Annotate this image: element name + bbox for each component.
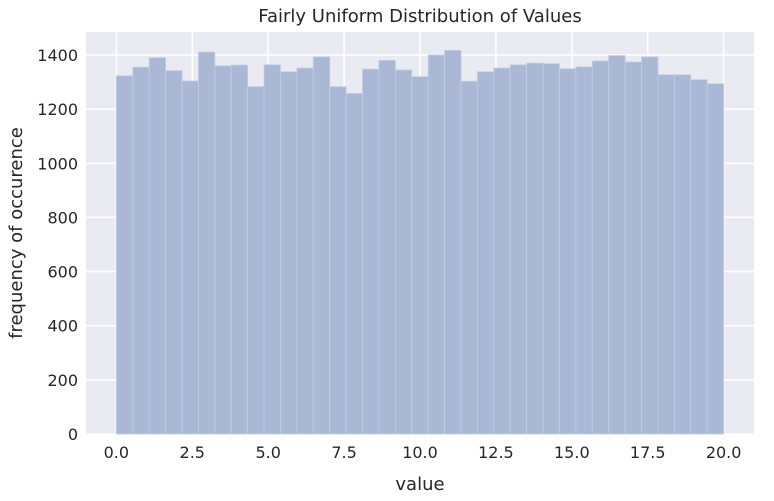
- y-tick-label: 1400: [37, 46, 78, 65]
- histogram-bar: [296, 67, 314, 435]
- y-tick-label: 200: [47, 371, 78, 390]
- histogram-bar: [706, 83, 724, 435]
- histogram-bar: [673, 74, 692, 435]
- histogram-bar: [247, 86, 265, 435]
- histogram-bar: [329, 86, 347, 435]
- histogram-bar: [493, 67, 511, 435]
- bars: [115, 50, 724, 435]
- histogram-bar: [280, 71, 298, 435]
- histogram-bar: [198, 51, 216, 435]
- y-axis-label: frequency of occurence: [6, 127, 27, 339]
- y-tick-labels: 0 200 400 600 800 1000 1200 1400: [37, 46, 78, 444]
- x-axis-label: value: [395, 474, 444, 495]
- x-tick-label: 10.0: [402, 443, 438, 462]
- histogram-bar: [345, 93, 363, 435]
- x-tick-label: 7.5: [331, 443, 356, 462]
- y-tick-label: 1200: [37, 100, 78, 119]
- histogram-bar: [165, 70, 183, 435]
- y-tick-label: 0: [68, 425, 78, 444]
- histogram-bar: [591, 60, 610, 435]
- histogram-bar: [444, 50, 462, 435]
- histogram-bar: [608, 55, 626, 435]
- histogram-bar: [526, 62, 544, 435]
- histogram-bar: [132, 66, 150, 435]
- y-tick-label: 800: [47, 208, 78, 227]
- x-tick-labels: 0.0 2.5 5.0 7.5 10.0 12.5 15.0 17.5 20.0: [104, 443, 742, 462]
- histogram-bar: [148, 57, 166, 435]
- histogram-bar: [509, 64, 528, 435]
- y-tick-label: 600: [47, 263, 78, 282]
- histogram-bar: [575, 66, 593, 435]
- histogram-bar: [460, 80, 478, 435]
- histogram-bar: [641, 56, 659, 435]
- histogram-bar: [362, 68, 380, 435]
- histogram-bar: [263, 64, 281, 435]
- x-tick-label: 15.0: [554, 443, 590, 462]
- x-tick-label: 17.5: [630, 443, 666, 462]
- x-tick-label: 0.0: [104, 443, 129, 462]
- y-tick-label: 400: [47, 317, 78, 336]
- x-tick-label: 5.0: [255, 443, 280, 462]
- histogram-bar: [214, 65, 232, 435]
- histogram-bar: [230, 64, 249, 435]
- x-tick-label: 12.5: [478, 443, 514, 462]
- histogram-bar: [394, 69, 413, 435]
- y-tick-label: 1000: [37, 154, 78, 173]
- x-tick-label: 20.0: [706, 443, 742, 462]
- histogram-bar: [181, 80, 199, 435]
- histogram-bar: [657, 74, 675, 435]
- histogram-bar: [559, 68, 577, 435]
- histogram-bar: [378, 60, 396, 435]
- histogram-bar: [477, 71, 495, 435]
- histogram-bar: [427, 54, 445, 435]
- chart-title: Fairly Uniform Distribution of Values: [258, 6, 581, 27]
- histogram-bar: [115, 75, 134, 435]
- histogram-bar: [411, 76, 429, 435]
- x-tick-label: 2.5: [180, 443, 205, 462]
- histogram-bar: [690, 79, 708, 435]
- histogram-bar: [312, 56, 331, 435]
- histogram-bar: [624, 61, 642, 435]
- histogram-bar: [542, 63, 560, 435]
